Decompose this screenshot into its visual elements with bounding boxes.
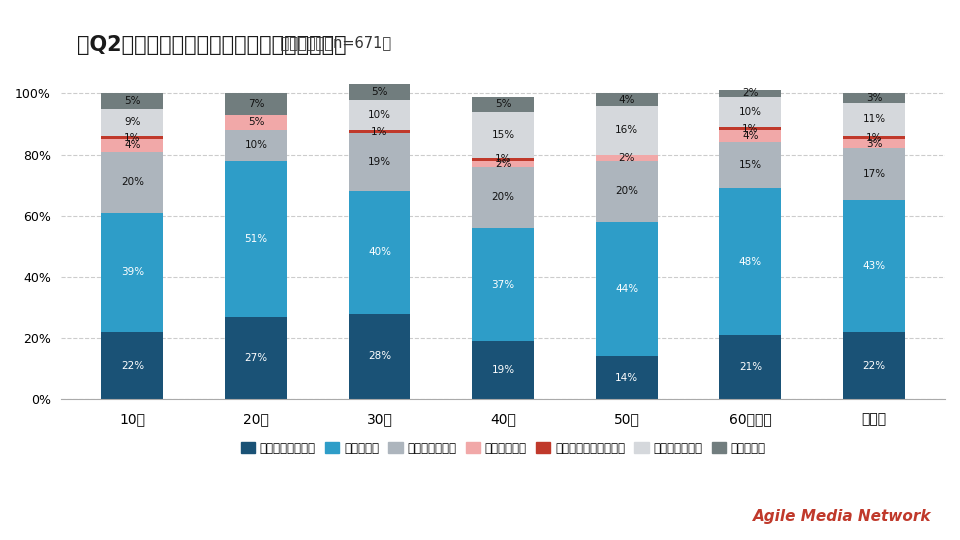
Bar [472, 167, 534, 228]
Bar [719, 127, 781, 130]
Bar [102, 109, 163, 136]
Bar [102, 152, 163, 213]
Bar [472, 97, 534, 112]
Bar [102, 213, 163, 332]
Text: 27%: 27% [245, 353, 268, 363]
Text: 19%: 19% [492, 365, 515, 375]
Bar [102, 136, 163, 139]
Bar [472, 161, 534, 167]
Text: 21%: 21% [739, 362, 762, 372]
Text: 11%: 11% [862, 114, 885, 124]
Text: 10%: 10% [245, 140, 268, 151]
Bar [472, 228, 534, 341]
Text: 9%: 9% [124, 118, 140, 127]
Text: 3%: 3% [866, 93, 882, 103]
Bar [348, 314, 411, 399]
Text: 22%: 22% [862, 361, 885, 370]
Bar [843, 332, 905, 399]
Bar [102, 139, 163, 152]
Bar [843, 136, 905, 139]
Text: 17%: 17% [862, 170, 885, 179]
Bar [843, 200, 905, 332]
Bar [472, 341, 534, 399]
Bar [102, 93, 163, 109]
Text: 4%: 4% [618, 94, 635, 105]
Text: 2%: 2% [742, 89, 758, 98]
Bar [843, 139, 905, 148]
Text: 7%: 7% [248, 99, 264, 109]
Text: 40%: 40% [368, 247, 391, 258]
Bar [102, 332, 163, 399]
Text: 5%: 5% [495, 99, 512, 109]
Text: 39%: 39% [121, 267, 144, 277]
Legend: とても評価できる, 評価できる, どちらでもない, 評価できない, まったく評価できない, よくわからない, 興味がない: とても評価できる, 評価できる, どちらでもない, 評価できない, まったく評価… [236, 437, 770, 459]
Text: 15%: 15% [492, 130, 515, 140]
Text: 37%: 37% [492, 280, 515, 289]
Bar [596, 93, 658, 106]
Bar [719, 188, 781, 335]
Bar [225, 93, 287, 115]
Bar [843, 103, 905, 136]
Text: 43%: 43% [862, 261, 885, 271]
Bar [348, 84, 411, 99]
Bar [348, 99, 411, 130]
Text: 4%: 4% [742, 131, 758, 141]
Text: 48%: 48% [739, 256, 762, 267]
Text: 20%: 20% [492, 192, 515, 202]
Bar [348, 133, 411, 191]
Text: 1%: 1% [495, 154, 512, 164]
Text: 10%: 10% [739, 107, 762, 117]
Text: 2%: 2% [618, 153, 635, 163]
Text: 1%: 1% [372, 127, 388, 137]
Bar [596, 222, 658, 356]
Text: Agile Media Network: Agile Media Network [753, 509, 931, 524]
Text: 5%: 5% [124, 96, 140, 106]
Bar [719, 90, 781, 97]
Text: 51%: 51% [245, 234, 268, 244]
Text: 28%: 28% [368, 352, 391, 361]
Text: 5%: 5% [248, 118, 264, 127]
Text: 5%: 5% [372, 87, 388, 97]
Text: 16%: 16% [615, 125, 638, 135]
Text: 19%: 19% [368, 157, 391, 167]
Bar [719, 97, 781, 127]
Bar [719, 335, 781, 399]
Bar [596, 161, 658, 222]
Text: 44%: 44% [615, 284, 638, 294]
Bar [225, 115, 287, 130]
Text: 15%: 15% [739, 160, 762, 170]
Bar [596, 154, 658, 161]
Bar [472, 112, 534, 158]
Text: 4%: 4% [124, 140, 140, 151]
Bar [348, 191, 411, 314]
Bar [843, 148, 905, 200]
Bar [348, 130, 411, 133]
Text: 1%: 1% [124, 133, 140, 143]
Bar [843, 93, 905, 103]
Text: 《Q2》年代別：ステマ規制強化に対する評価: 《Q2》年代別：ステマ規制強化に対する評価 [77, 35, 347, 55]
Bar [596, 356, 658, 399]
Text: 1%: 1% [866, 133, 882, 143]
Text: 3%: 3% [866, 139, 882, 149]
Bar [225, 130, 287, 161]
Text: （単一回答：n=671）: （単一回答：n=671） [77, 35, 391, 50]
Text: 1%: 1% [742, 124, 758, 133]
Bar [472, 158, 534, 161]
Text: 10%: 10% [368, 110, 391, 120]
Bar [719, 143, 781, 188]
Text: 2%: 2% [495, 159, 512, 169]
Bar [225, 161, 287, 316]
Bar [719, 130, 781, 143]
Bar [596, 106, 658, 154]
Bar [225, 316, 287, 399]
Text: 20%: 20% [121, 177, 144, 187]
Text: 14%: 14% [615, 373, 638, 383]
Text: 22%: 22% [121, 361, 144, 370]
Text: 20%: 20% [615, 186, 638, 196]
